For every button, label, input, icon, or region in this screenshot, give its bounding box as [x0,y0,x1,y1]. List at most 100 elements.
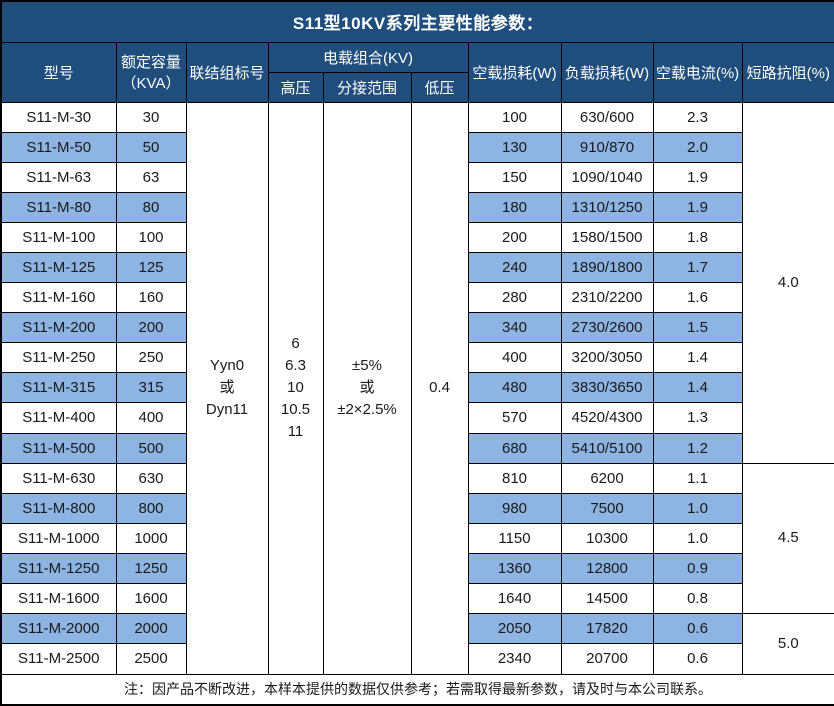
cell-load-loss: 12800 [560,552,654,585]
table-row: S11-M-800 800 980 7500 1.0 [0,492,834,524]
table-row: S11-M-125 125 240 1890/1800 1.7 [0,251,834,284]
cell-model: S11-M-1250 [0,552,117,585]
cell-no-load-loss: 1150 [467,522,562,554]
col-header-capacity: 额定容量 （KVA） [115,41,187,103]
cell-kva: 63 [115,161,187,193]
table-row: S11-M-2500 2500 2340 20700 0.6 [0,643,834,675]
cell-load-loss: 1310/1250 [560,191,654,223]
cell-model: S11-M-30 [0,101,117,133]
cell-model: S11-M-1000 [0,522,117,554]
cell-model: S11-M-1600 [0,582,117,615]
cell-no-load-current: 1.5 [652,312,743,344]
table-row: S11-M-1250 1250 1360 12800 0.9 [0,552,834,585]
cell-kva: 2500 [115,643,187,675]
cell-tap-range: ±5% 或 ±2×2.5% [322,101,412,675]
cell-kva: 400 [115,402,187,434]
cell-lv-voltage: 0.4 [410,101,469,675]
cell-impedance: 4.0 [741,101,834,464]
cell-model: S11-M-2000 [0,613,117,645]
table-row: S11-M-100 100 200 1580/1500 1.8 [0,221,834,253]
cell-kva: 160 [115,282,187,314]
table-row: S11-M-50 50 130 910/870 2.0 [0,131,834,163]
cell-connection-group: Yyn0 或 Dyn11 [185,101,269,675]
cell-tap-range-line: 或 [359,379,375,396]
cell-kva: 1250 [115,552,187,585]
cell-no-load-current: 1.9 [652,191,743,223]
cell-impedance: 5.0 [741,613,834,675]
cell-no-load-current: 1.3 [652,402,743,434]
header-row-sub: 高压 分接范围 低压 [1,71,834,103]
cell-kva: 1000 [115,522,187,554]
cell-kva: 500 [115,432,187,464]
cell-no-load-current: 1.2 [652,432,743,464]
table-row: S11-M-2000 2000 2050 17820 0.6 5.0 [0,613,834,675]
cell-model: S11-M-63 [0,161,117,193]
footnote: 注：因产品不断改进，本样本提供的数据仅供参考；若需取得最新参数，请及时与本公司联… [0,673,834,706]
cell-no-load-loss: 340 [467,312,562,344]
header-row-top: 型号 额定容量 （KVA） 联结组标号 电载组合(KV) 空载损耗(W) 负载损… [0,41,834,103]
col-header-model: 型号 [0,41,117,103]
table-row: S11-M-63 63 150 1090/1040 1.9 [0,161,834,193]
cell-kva: 200 [115,312,187,344]
cell-no-load-loss: 480 [467,372,562,404]
cell-model: S11-M-2500 [0,643,117,675]
cell-model: S11-M-630 [0,462,117,494]
cell-kva: 30 [115,101,187,133]
cell-load-loss: 1890/1800 [560,251,654,284]
col-header-capacity-line1: 额定容量 [120,54,181,71]
cell-tap-range-line: ±2×2.5% [337,401,397,418]
cell-no-load-current: 2.0 [652,131,743,163]
col-header-impedance: 短路抗阻(%) [741,41,834,103]
table-row: S11-M-1600 1600 1640 14500 0.8 [0,582,834,615]
cell-kva: 250 [115,342,187,374]
col-header-load-loss: 负载损耗(W) [560,41,654,103]
cell-model: S11-M-500 [0,432,117,464]
cell-no-load-current: 1.4 [652,372,743,404]
cell-tap-range-line: ±5% [352,357,382,374]
col-header-tap-range: 分接范围 [322,71,412,103]
cell-no-load-current: 1.0 [652,492,743,524]
cell-no-load-loss: 2340 [467,643,562,675]
cell-hv-voltages: 6 6.3 10 10.5 11 [267,101,324,675]
col-header-lv: 低压 [410,71,469,103]
cell-no-load-loss: 570 [467,402,562,434]
col-header-connection-group: 联结组标号 [185,41,269,103]
cell-load-loss: 630/600 [560,101,654,133]
cell-load-loss: 1090/1040 [560,161,654,193]
cell-no-load-current: 1.6 [652,282,743,314]
cell-no-load-loss: 240 [467,251,562,284]
cell-no-load-current: 1.1 [652,462,743,494]
cell-no-load-loss: 200 [467,221,562,253]
cell-no-load-loss: 180 [467,191,562,223]
cell-no-load-loss: 680 [467,432,562,464]
table-row: S11-M-200 200 340 2730/2600 1.5 [0,312,834,344]
cell-load-loss: 1580/1500 [560,221,654,253]
cell-model: S11-M-50 [0,131,117,163]
cell-no-load-loss: 2050 [467,613,562,645]
table-row: S11-M-30 30 Yyn0 或 Dyn11 6 6.3 10 10.5 11 ±5% 或 ±2×2… [0,101,834,675]
col-header-hv: 高压 [267,71,324,103]
cell-load-loss: 5410/5100 [560,432,654,464]
cell-connection-group-line: 或 [219,379,235,396]
cell-load-loss: 20700 [560,643,654,675]
cell-kva: 80 [115,191,187,223]
cell-hv-voltages-line: 6 [291,335,300,352]
cell-no-load-current: 0.6 [652,643,743,675]
cell-no-load-loss: 130 [467,131,562,163]
cell-no-load-current: 1.9 [652,161,743,193]
page-title: S11型10KV系列主要性能参数： [0,0,834,43]
cell-no-load-loss: 280 [467,282,562,314]
cell-load-loss: 17820 [560,613,654,645]
table-row: S11-M-315 315 480 3830/3650 1.4 [0,372,834,404]
cell-hv-voltages-line: 11 [287,423,304,440]
cell-hv-voltages-line: 6.3 [285,357,306,374]
cell-load-loss: 14500 [560,582,654,615]
cell-kva: 100 [115,221,187,253]
cell-load-loss: 2310/2200 [560,282,654,314]
footnote-row: 注：因产品不断改进，本样本提供的数据仅供参考；若需取得最新参数，请及时与本公司联… [0,673,834,706]
cell-no-load-loss: 400 [467,342,562,374]
col-header-no-load-current: 空载电流(%) [652,41,743,103]
cell-load-loss: 3830/3650 [560,372,654,404]
col-header-voltage-combination: 电载组合(KV) [267,41,469,73]
cell-model: S11-M-100 [0,221,117,253]
